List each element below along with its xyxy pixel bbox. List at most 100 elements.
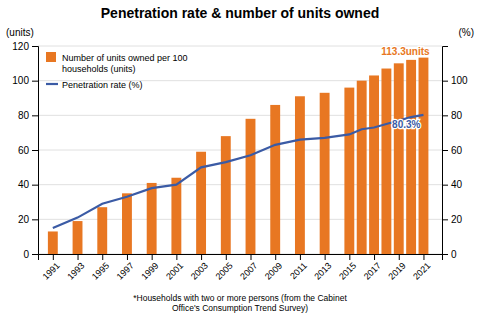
y2-tick-label: 20 — [451, 214, 463, 225]
x-tick-label: 2007 — [238, 260, 259, 281]
bar — [122, 193, 132, 254]
x-tick-label: 2001 — [164, 260, 185, 281]
legend: Number of units owned per 100households … — [46, 52, 188, 90]
bar — [344, 88, 354, 254]
grid — [38, 46, 442, 254]
x-tick-label: 2017 — [362, 260, 383, 281]
x-tick-label: 1999 — [139, 260, 160, 281]
y-tick-mark — [32, 219, 38, 220]
bar — [48, 231, 58, 254]
x-tick: 2005 — [213, 254, 234, 282]
grid-line — [38, 184, 442, 185]
x-tick-label: 1997 — [115, 260, 136, 281]
y-tick: 0 — [23, 249, 38, 260]
y2-tick-mark — [442, 219, 448, 220]
bar — [246, 119, 256, 254]
y2-tick: 0 — [442, 249, 457, 260]
bar-series — [48, 58, 429, 254]
legend-swatch — [46, 83, 58, 85]
line — [53, 115, 424, 228]
y-tick-label: 20 — [18, 214, 30, 225]
y2-tick: 80 — [442, 110, 463, 121]
y-tick-label: 60 — [18, 145, 30, 156]
bar — [320, 93, 330, 254]
x-tick-mark — [325, 254, 326, 260]
y2-axis: 0 20 40 60 80 100 — [442, 47, 468, 260]
bar — [97, 207, 107, 254]
x-tick: 2019 — [386, 254, 407, 282]
x-tick: 1991 — [41, 254, 62, 282]
text-line: households (units) — [62, 64, 136, 74]
y2-tick: 40 — [442, 179, 463, 190]
y-tick: 80 — [18, 110, 38, 121]
y2-tick-label: 60 — [451, 145, 463, 156]
annotation: 80.3% — [392, 119, 420, 130]
plot-area: 1991199319951997199920012003200520072009… — [12, 41, 468, 282]
x-tick-label: 2015 — [337, 260, 358, 281]
x-tick-mark — [399, 254, 400, 260]
legend-label: Number of units owned per 100households … — [62, 53, 188, 74]
text-line: Penetration rate (%) — [62, 80, 143, 90]
y-tick-mark — [32, 254, 38, 255]
bar — [73, 221, 83, 254]
y2-tick-label: 40 — [451, 179, 463, 190]
x-tick-label: 2011 — [288, 260, 309, 281]
y-tick: 120 — [12, 41, 38, 52]
chart: 1991199319951997199920012003200520072009… — [0, 0, 480, 316]
x-tick: 1997 — [115, 254, 136, 282]
text-line: *Households with two or more persons (fr… — [133, 293, 347, 303]
bar — [147, 183, 157, 254]
x-tick-mark — [423, 254, 424, 260]
y-tick-label: 80 — [18, 110, 30, 121]
y2-tick-mark — [442, 81, 448, 82]
x-tick-mark — [127, 254, 128, 260]
x-tick: 1999 — [139, 254, 160, 282]
x-tick-label: 1995 — [90, 260, 111, 281]
y-tick-label: 120 — [12, 41, 29, 52]
y-tick-mark — [32, 150, 38, 151]
bar — [369, 75, 379, 254]
text-line: Number of units owned per 100 — [62, 53, 188, 63]
y2-axis-label: (%) — [458, 27, 474, 38]
y2-tick-mark — [442, 185, 448, 186]
x-tick: 2021 — [411, 254, 432, 282]
x-tick: 1993 — [65, 254, 86, 282]
bar — [357, 81, 367, 254]
y-tick-label: 100 — [12, 75, 29, 86]
legend-item: Penetration rate (%) — [46, 80, 143, 90]
bar — [221, 136, 231, 254]
x-axis-line — [39, 255, 443, 261]
x-tick-mark — [251, 254, 252, 260]
y2-tick: 20 — [442, 214, 463, 225]
x-tick-mark — [226, 254, 227, 260]
y-tick-mark — [32, 81, 38, 82]
y2-tick: 60 — [442, 145, 463, 156]
x-tick-mark — [201, 254, 202, 260]
y-tick: 20 — [18, 214, 38, 225]
grid-line — [38, 150, 442, 151]
y-axis-line — [32, 47, 39, 255]
x-tick-label: 1991 — [41, 260, 62, 281]
y2-tick-label: 80 — [451, 110, 463, 121]
x-tick-label: 1993 — [65, 260, 86, 281]
x-tick-mark — [176, 254, 177, 260]
bar — [419, 58, 429, 254]
x-tick-mark — [152, 254, 153, 260]
y2-tick-mark — [442, 150, 448, 151]
x-tick-mark — [349, 254, 350, 260]
grid-line — [38, 115, 442, 116]
y2-tick-label: 0 — [451, 249, 457, 260]
y2-tick-mark — [442, 115, 448, 116]
x-tick: 2007 — [238, 254, 259, 282]
y-tick-label: 0 — [23, 249, 29, 260]
x-tick-label: 2019 — [386, 260, 407, 281]
x-tick-label: 2003 — [189, 260, 210, 281]
y-tick-mark — [32, 115, 38, 116]
x-tick: 2003 — [189, 254, 210, 282]
x-tick: 2015 — [337, 254, 358, 282]
y2-tick-mark — [442, 254, 448, 255]
bar — [406, 60, 416, 254]
x-tick-label: 2005 — [213, 260, 234, 281]
y2-tick: 100 — [442, 75, 468, 86]
bar — [171, 178, 181, 254]
